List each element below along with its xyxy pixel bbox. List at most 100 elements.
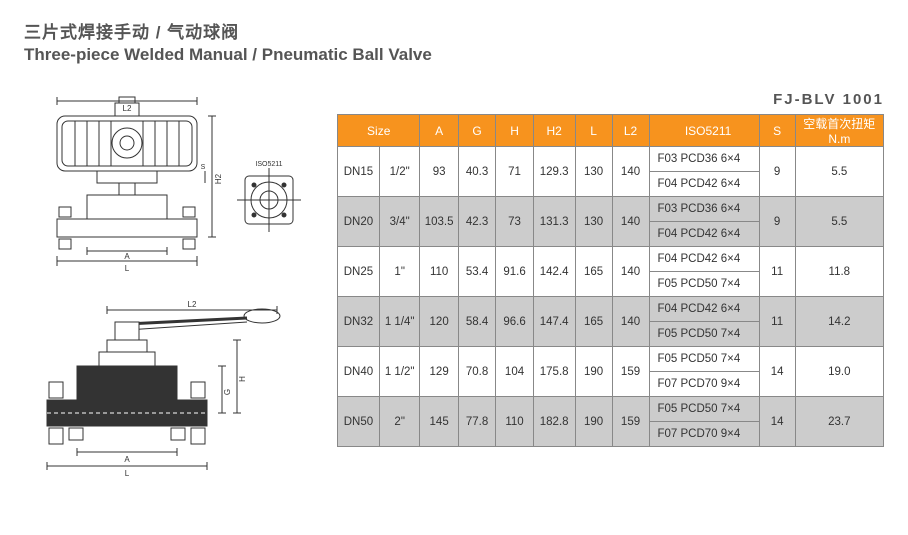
cell-a: 129 [420, 347, 458, 397]
table-row: DN401 1/2"12970.8104175.8190159F05 PCD50… [338, 347, 884, 372]
dim-h2-label: H2 [214, 173, 223, 184]
cell-dn: DN20 [338, 197, 380, 247]
table-row: DN502"14577.8110182.8190159F05 PCD50 7×4… [338, 397, 884, 422]
dim-l2-label-2: L2 [187, 300, 196, 309]
table-row: DN151/2"9340.371129.3130140F03 PCD36 6×4… [338, 147, 884, 172]
diagrams-column: L2 A L H2 S ISO5211 [24, 91, 319, 479]
dim-a-label: A [124, 252, 130, 261]
cell-s: 14 [759, 347, 795, 397]
cell-a: 93 [420, 147, 458, 197]
diagram-manual: L2 A L G H [24, 294, 319, 479]
spec-table: Size A G H H2 L L2 ISO5211 S 空载首次扭矩 N.m … [337, 114, 884, 447]
th-iso: ISO5211 [649, 115, 759, 147]
cell-l2: 140 [612, 297, 649, 347]
content-row: L2 A L H2 S ISO5211 [24, 91, 884, 479]
cell-h2: 175.8 [533, 347, 575, 397]
cell-iso: F04 PCD42 6×4 [649, 172, 759, 197]
cell-nm: 23.7 [795, 397, 883, 447]
cell-a: 110 [420, 247, 458, 297]
cell-l2: 140 [612, 247, 649, 297]
cell-g: 53.4 [458, 247, 495, 297]
cell-s: 9 [759, 197, 795, 247]
cell-nm: 5.5 [795, 197, 883, 247]
th-h2: H2 [533, 115, 575, 147]
model-number: FJ-BLV 1001 [337, 91, 884, 108]
cell-l2: 140 [612, 147, 649, 197]
cell-l: 165 [575, 297, 612, 347]
cell-g: 70.8 [458, 347, 495, 397]
cell-size: 2" [379, 397, 419, 447]
table-row: DN321 1/4"12058.496.6147.4165140F04 PCD4… [338, 297, 884, 322]
cell-a: 103.5 [420, 197, 458, 247]
cell-dn: DN50 [338, 397, 380, 447]
dim-l-label: L [124, 264, 129, 273]
table-area: FJ-BLV 1001 Size A G H H2 L L2 ISO5211 S… [337, 91, 884, 479]
cell-g: 77.8 [458, 397, 495, 447]
cell-h: 96.6 [496, 297, 533, 347]
diagram-pneumatic: L2 A L H2 S ISO5211 [24, 91, 319, 276]
cell-l: 190 [575, 347, 612, 397]
cell-nm: 14.2 [795, 297, 883, 347]
cell-size: 1/2" [379, 147, 419, 197]
table-row: DN251"11053.491.6142.4165140F04 PCD42 6×… [338, 247, 884, 272]
cell-dn: DN25 [338, 247, 380, 297]
cell-size: 1" [379, 247, 419, 297]
iso-label: ISO5211 [255, 161, 282, 168]
cell-nm: 5.5 [795, 147, 883, 197]
cell-h: 104 [496, 347, 533, 397]
dim-h-label: H [238, 376, 247, 382]
cell-h2: 131.3 [533, 197, 575, 247]
th-a: A [420, 115, 458, 147]
cell-l: 130 [575, 147, 612, 197]
cell-l2: 159 [612, 397, 649, 447]
cell-s: 11 [759, 297, 795, 347]
cell-h2: 129.3 [533, 147, 575, 197]
th-g: G [458, 115, 495, 147]
cell-l: 165 [575, 247, 612, 297]
cell-iso: F05 PCD50 7×4 [649, 272, 759, 297]
cell-h2: 142.4 [533, 247, 575, 297]
table-body: DN151/2"9340.371129.3130140F03 PCD36 6×4… [338, 147, 884, 447]
cell-dn: DN40 [338, 347, 380, 397]
cell-iso: F04 PCD42 6×4 [649, 297, 759, 322]
cell-g: 40.3 [458, 147, 495, 197]
cell-h2: 182.8 [533, 397, 575, 447]
cell-iso: F07 PCD70 9×4 [649, 372, 759, 397]
cell-g: 42.3 [458, 197, 495, 247]
cell-iso: F04 PCD42 6×4 [649, 222, 759, 247]
cell-a: 120 [420, 297, 458, 347]
cell-s: 11 [759, 247, 795, 297]
title-chinese: 三片式焊接手动 / 气动球阀 [24, 18, 884, 43]
dim-g-label: G [223, 389, 232, 395]
table-header-row: Size A G H H2 L L2 ISO5211 S 空载首次扭矩 N.m [338, 115, 884, 147]
cell-nm: 19.0 [795, 347, 883, 397]
cell-iso: F03 PCD36 6×4 [649, 197, 759, 222]
cell-l: 190 [575, 397, 612, 447]
cell-l2: 140 [612, 197, 649, 247]
dim-l-label-2: L [124, 469, 129, 478]
cell-a: 145 [420, 397, 458, 447]
cell-h2: 147.4 [533, 297, 575, 347]
cell-iso: F07 PCD70 9×4 [649, 422, 759, 447]
dim-l2-label: L2 [122, 104, 131, 113]
cell-nm: 11.8 [795, 247, 883, 297]
th-h: H [496, 115, 533, 147]
cell-h: 73 [496, 197, 533, 247]
th-l2: L2 [612, 115, 649, 147]
cell-s: 9 [759, 147, 795, 197]
cell-s: 14 [759, 397, 795, 447]
th-l: L [575, 115, 612, 147]
title-block: 三片式焊接手动 / 气动球阀 Three-piece Welded Manual… [24, 18, 884, 65]
th-s: S [759, 115, 795, 147]
cell-g: 58.4 [458, 297, 495, 347]
cell-h: 71 [496, 147, 533, 197]
cell-dn: DN15 [338, 147, 380, 197]
cell-l: 130 [575, 197, 612, 247]
cell-iso: F04 PCD42 6×4 [649, 247, 759, 272]
cell-h: 91.6 [496, 247, 533, 297]
cell-l2: 159 [612, 347, 649, 397]
cell-size: 1 1/2" [379, 347, 419, 397]
cell-dn: DN32 [338, 297, 380, 347]
cell-iso: F03 PCD36 6×4 [649, 147, 759, 172]
cell-size: 3/4" [379, 197, 419, 247]
